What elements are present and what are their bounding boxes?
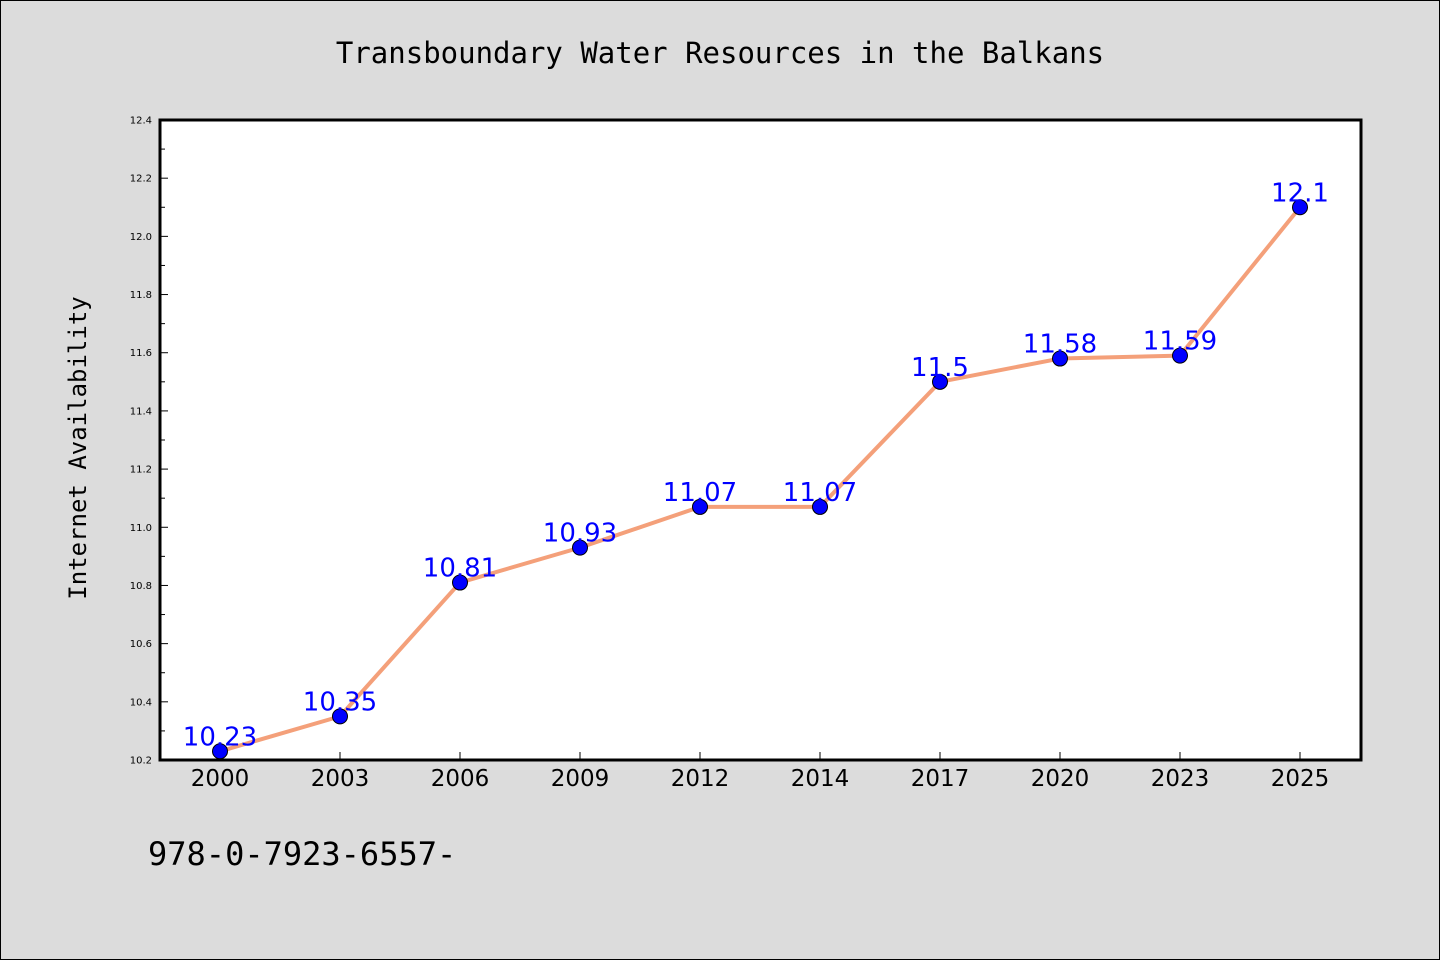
plot-frame [158,118,1363,762]
data-label: 11.07 [783,478,857,508]
data-point [812,498,828,515]
data-label: 10.93 [543,519,617,549]
x-tick-label: 2012 [671,766,730,792]
series-line [218,205,1302,754]
data-label: 10.35 [303,687,377,717]
y-tick-label: 10.2 [130,756,152,767]
data-point [452,574,468,591]
data-label: 10.81 [423,554,497,584]
x-tick-label: 2020 [1031,766,1090,792]
footer-text: 978-0-7923-6557- [148,835,456,873]
y-axis-label: Internet Availability [64,296,92,599]
x-tick-label: 2003 [311,766,370,792]
x-tick-label: 2006 [431,766,490,792]
chart-title: Transboundary Water Resources in the Bal… [336,36,1104,70]
y-tick-label: 10.8 [130,581,152,592]
data-label: 11.59 [1143,327,1217,357]
plot-area [160,120,1361,760]
data-label: 11.58 [1023,330,1097,360]
data-label: 11.07 [663,478,737,508]
data-label: 10.23 [183,722,257,752]
data-point [932,373,948,390]
data-point [692,498,708,515]
y-tick-label: 11.0 [130,523,152,534]
x-tick-label: 2009 [551,766,610,792]
data-label: 11.5 [911,353,969,383]
x-tick-label: 2000 [191,766,250,792]
y-tick-label: 11.2 [130,465,152,476]
x-axis: 2000 2003 2006 2009 2012 2014 2017 2020 2023 2025 [191,752,1330,792]
data-point [572,539,588,556]
y-tick-label: 10.6 [130,639,152,650]
y-tick-label: 11.8 [130,290,152,301]
x-tick-label: 2017 [911,766,970,792]
x-tick-label: 2025 [1271,766,1330,792]
y-tick-label: 12.0 [130,232,152,243]
x-tick-label: 2023 [1151,766,1210,792]
data-point [1172,347,1188,364]
data-labels: 10.23 10.35 10.81 10.93 11.07 11.07 11.5 11.58 1… [183,178,1329,752]
data-label: 12.1 [1271,178,1329,208]
y-tick-label: 11.4 [130,406,152,417]
y-axis: 10.2 10.4 10.6 10.8 11.0 11.2 11.4 11.6 11.8 12.0… [130,116,168,767]
data-point [1052,350,1068,367]
y-tick-label: 12.2 [130,174,152,185]
data-point [332,708,348,725]
x-tick-label: 2014 [791,766,850,792]
y-tick-label: 11.6 [130,348,152,359]
data-point [1292,199,1308,216]
y-tick-label: 10.4 [130,697,152,708]
y-tick-label: 12.4 [130,116,152,127]
data-markers [212,199,1308,760]
